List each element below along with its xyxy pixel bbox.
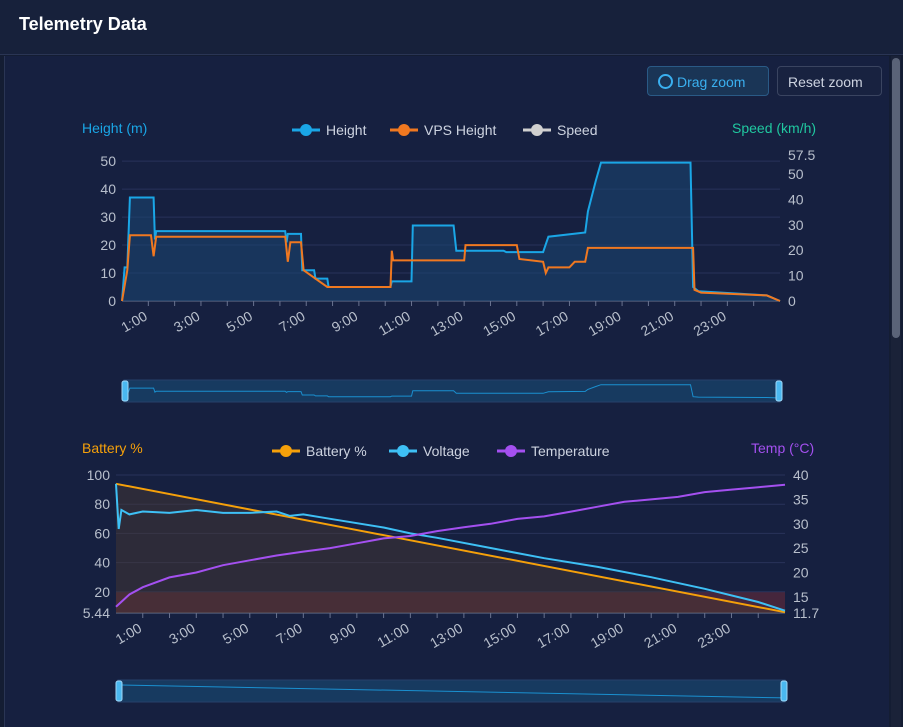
x-tick-label: 3:00	[171, 308, 203, 336]
series-area	[122, 162, 780, 301]
x-tick-label: 13:00	[427, 620, 466, 651]
right-tick-label: 0	[788, 293, 796, 309]
x-tick-label: 15:00	[481, 620, 520, 651]
x-tick-label: 9:00	[327, 620, 359, 648]
left-tick-label: 10	[100, 265, 116, 281]
left-tick-label: 60	[94, 525, 110, 541]
x-tick-label: 5:00	[220, 620, 252, 648]
drag-zoom-label: Drag zoom	[677, 74, 746, 90]
x-tick-label: 5:00	[224, 308, 256, 336]
x-tick-label: 3:00	[166, 620, 198, 648]
left-tick-label: 40	[100, 181, 116, 197]
left-tick-label: 0	[108, 293, 116, 309]
x-tick-label: 19:00	[585, 308, 624, 339]
x-tick-label: 21:00	[638, 308, 677, 339]
drag-zoom-button[interactable]: Drag zoom	[647, 66, 769, 96]
zoom-slider-handle[interactable]	[115, 680, 123, 702]
x-tick-label: 9:00	[329, 308, 361, 336]
zoom-slider-handle[interactable]	[780, 680, 788, 702]
zoom-slider-preview	[121, 384, 781, 399]
right-tick-label: 40	[793, 467, 809, 483]
magnifier-icon	[658, 74, 673, 89]
low-battery-zone	[116, 591, 785, 613]
series-line-battery-	[115, 482, 786, 614]
left-tick-label: 20	[100, 237, 116, 253]
zoom-slider-handle[interactable]	[121, 380, 129, 402]
x-tick-label: 17:00	[534, 620, 573, 651]
x-tick-label: 23:00	[691, 308, 730, 339]
x-tick-label: 13:00	[427, 308, 466, 339]
left-axis-title: Height (m)	[82, 120, 147, 136]
reset-zoom-button[interactable]: Reset zoom	[777, 66, 882, 96]
legend-marker	[398, 124, 410, 136]
x-tick-label: 23:00	[695, 620, 734, 651]
right-tick-label: 30	[793, 516, 809, 532]
left-tick-label: 30	[100, 209, 116, 225]
scrollbar-thumb[interactable]	[892, 58, 900, 338]
legend-marker	[397, 445, 409, 457]
right-tick-label: 40	[788, 191, 804, 207]
legend-marker	[280, 445, 292, 457]
left-axis-title: Battery %	[82, 440, 143, 456]
scrollbar[interactable]	[891, 56, 901, 727]
legend-label: Temperature	[531, 443, 610, 459]
x-tick-label: 19:00	[588, 620, 627, 651]
right-tick-label: 11.7	[793, 605, 819, 621]
series-line-height	[121, 161, 781, 302]
legend-marker	[531, 124, 543, 136]
legend-marker	[300, 124, 312, 136]
legend-label: VPS Height	[424, 122, 496, 138]
panel-title: Telemetry Data	[19, 14, 147, 34]
x-tick-label: 11:00	[374, 620, 412, 651]
right-axis-title: Temp (°C)	[751, 440, 814, 456]
x-tick-label: 15:00	[480, 308, 519, 339]
left-tick-label: 100	[87, 467, 111, 483]
right-tick-label: 35	[793, 491, 809, 507]
legend-label: Battery %	[306, 443, 367, 459]
zoom-slider-preview	[115, 684, 786, 699]
x-tick-label: 7:00	[273, 620, 305, 648]
right-tick-label: 25	[793, 540, 809, 556]
left-tick-label: 50	[100, 153, 116, 169]
series-line-voltage	[115, 483, 786, 612]
right-tick-label: 15	[793, 589, 809, 605]
x-tick-label: 11:00	[376, 308, 414, 339]
left-tick-label: 20	[94, 584, 110, 600]
left-tick-label: 40	[94, 555, 110, 571]
x-tick-label: 1:00	[113, 620, 145, 648]
right-tick-label: 57.5	[788, 147, 815, 163]
x-tick-label: 21:00	[641, 620, 680, 651]
right-tick-label: 20	[793, 565, 809, 581]
left-tick-label: 5.44	[83, 605, 110, 621]
legend-label: Height	[326, 122, 367, 138]
x-tick-label: 7:00	[276, 308, 308, 336]
series-line-temperature	[115, 483, 786, 608]
left-tick-label: 80	[94, 496, 110, 512]
right-tick-label: 30	[788, 217, 804, 233]
series-line-vps-height	[121, 234, 781, 302]
x-tick-label: 17:00	[533, 308, 572, 339]
right-tick-label: 20	[788, 242, 804, 258]
panel-header: Telemetry Data	[0, 0, 903, 55]
legend-label: Voltage	[423, 443, 470, 459]
right-axis-title: Speed (km/h)	[732, 120, 816, 136]
legend-marker	[505, 445, 517, 457]
legend-label: Speed	[557, 122, 597, 138]
right-tick-label: 10	[788, 268, 804, 284]
x-tick-label: 1:00	[118, 308, 150, 336]
right-tick-label: 50	[788, 166, 804, 182]
zoom-slider-handle[interactable]	[775, 380, 783, 402]
